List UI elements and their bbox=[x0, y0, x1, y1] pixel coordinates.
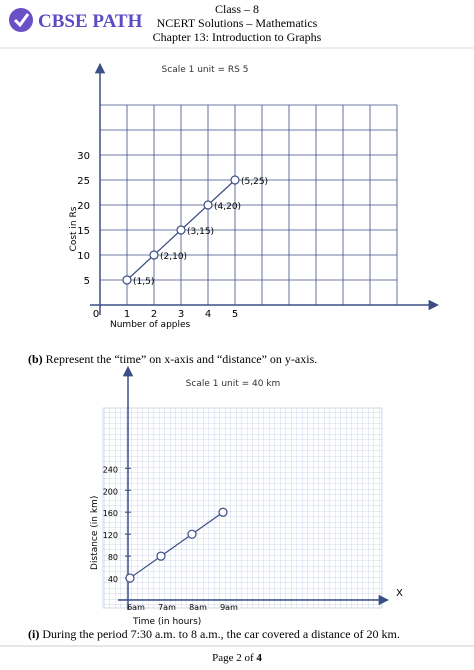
y-tick-label: 10 bbox=[77, 251, 90, 262]
footer-bold: 4 bbox=[256, 652, 262, 664]
x-tick-label: 5 bbox=[232, 309, 238, 320]
y-tick-label: 40 bbox=[108, 575, 118, 584]
x-tick-label: 3 bbox=[178, 309, 184, 320]
x-axis-label: Time (in hours) bbox=[132, 617, 201, 627]
paragraph: (i) During the period 7:30 a.m. to 8 a.m… bbox=[28, 627, 400, 641]
x-axis-label: Number of apples bbox=[110, 320, 191, 330]
x-tick-label: 4 bbox=[205, 309, 211, 320]
y-axis-label: Cost in Rs bbox=[69, 206, 79, 251]
paragraph-text: During the period 7:30 a.m. to 8 a.m., t… bbox=[42, 627, 400, 641]
paragraph-text: Represent the “time” on x-axis and “dist… bbox=[46, 352, 318, 366]
marker: (i) bbox=[28, 627, 39, 641]
footer: Page 2 of 4 bbox=[212, 652, 262, 664]
data-line bbox=[129, 511, 224, 579]
y-tick-label: 30 bbox=[77, 151, 90, 162]
data-point bbox=[203, 200, 213, 210]
marker: (b) bbox=[28, 352, 43, 366]
x-tick-label: 0 bbox=[93, 309, 99, 320]
y-tick-label: 240 bbox=[103, 465, 118, 474]
data-point bbox=[187, 529, 197, 539]
chart-title: Scale 1 unit = RS 5 bbox=[162, 65, 249, 75]
grid bbox=[102, 407, 383, 609]
data-point bbox=[218, 507, 228, 517]
logo-check bbox=[13, 13, 30, 28]
logo-text: CBSE PATH bbox=[38, 11, 143, 32]
point-label: (4,20) bbox=[214, 202, 241, 212]
logo-icon bbox=[9, 8, 33, 32]
point-label: (5,25) bbox=[241, 177, 268, 187]
class: Class – 8 bbox=[215, 2, 259, 16]
point-label: (2,10) bbox=[160, 252, 187, 262]
y-axis-label: Distance (in km) bbox=[90, 496, 100, 570]
data-point bbox=[156, 551, 166, 561]
y-tick-label: 160 bbox=[103, 509, 118, 518]
paragraph: (b) Represent the “time” on x-axis and “… bbox=[28, 352, 317, 366]
x-tick-label: 8am bbox=[189, 603, 207, 612]
point-label: (3,15) bbox=[187, 227, 214, 237]
y-tick-label: 15 bbox=[77, 226, 90, 237]
point-label: (1,5) bbox=[133, 277, 154, 287]
y-tick-label: 80 bbox=[108, 553, 118, 562]
chart-title: Scale 1 unit = 40 km bbox=[186, 379, 281, 389]
x-tick-label: 1 bbox=[124, 309, 130, 320]
x-tick-label: 7am bbox=[158, 603, 176, 612]
y-tick-label: 20 bbox=[77, 201, 90, 212]
x-axis-name: X bbox=[396, 588, 403, 599]
data-point bbox=[125, 573, 135, 583]
y-tick-label: 120 bbox=[103, 531, 118, 540]
data-point bbox=[230, 175, 240, 185]
data-point bbox=[149, 250, 159, 260]
y-tick-label: 200 bbox=[103, 487, 118, 496]
chapter: Chapter 13: Introduction to Graphs bbox=[153, 30, 322, 44]
y-tick-label: 5 bbox=[84, 276, 90, 287]
x-tick-label: 6am bbox=[127, 603, 145, 612]
x-tick-label: 2 bbox=[151, 309, 157, 320]
y-tick-label: 25 bbox=[77, 176, 90, 187]
data-point bbox=[122, 275, 132, 285]
footer-text: Page 2 of bbox=[212, 652, 254, 664]
x-tick-label: 9am bbox=[220, 603, 238, 612]
data-point bbox=[176, 225, 186, 235]
subject: NCERT Solutions – Mathematics bbox=[157, 16, 318, 30]
